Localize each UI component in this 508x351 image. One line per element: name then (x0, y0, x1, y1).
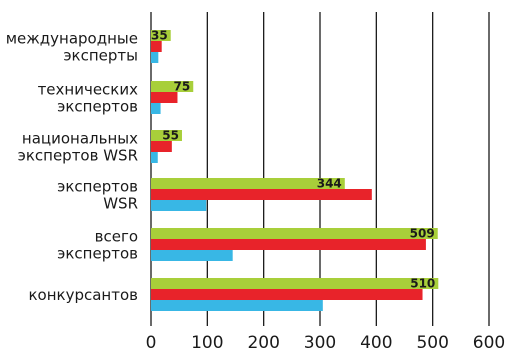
bar (151, 103, 161, 114)
data-label: 509 (410, 227, 435, 241)
bar (151, 92, 178, 103)
bar (151, 152, 158, 163)
x-tick-label: 600 (473, 333, 505, 351)
bar (151, 300, 323, 311)
bar (151, 278, 439, 289)
category-labels: международныеэкспертытехническихэксперто… (6, 30, 138, 305)
bar (151, 41, 162, 52)
data-label: 510 (410, 277, 435, 291)
category-label: всего (95, 228, 138, 246)
bar (151, 228, 438, 239)
bar (151, 239, 426, 250)
x-tick-label: 500 (416, 333, 448, 351)
x-tick-labels: 0 100 200 300 400 500 600 (146, 333, 506, 351)
bar (151, 130, 182, 141)
category-label: экспертов (57, 245, 138, 263)
data-label: 55 (162, 129, 179, 143)
category-label: экспертов (57, 98, 138, 116)
bar (151, 141, 172, 152)
bar (151, 30, 171, 41)
category-label: WSR (103, 195, 138, 213)
data-label: 35 (151, 29, 168, 43)
x-tick-label: 300 (304, 333, 336, 351)
category-label: национальных (22, 130, 138, 148)
category-label: экспертов (57, 178, 138, 196)
data-label: 75 (174, 80, 191, 94)
bar (151, 189, 372, 200)
data-label: 344 (317, 177, 342, 191)
x-tick-label: 0 (146, 333, 157, 351)
category-label: экспертов WSR (18, 147, 138, 165)
data-labels: 35 75 55 344 509 510 (151, 29, 435, 291)
category-label: конкурсантов (28, 286, 138, 304)
bar (151, 200, 207, 211)
x-tick-label: 100 (191, 333, 223, 351)
category-label: технических (38, 81, 139, 99)
category-label: международные (6, 30, 138, 48)
bar (151, 250, 233, 261)
bar (151, 81, 194, 92)
x-tick-label: 400 (360, 333, 392, 351)
bar (151, 178, 345, 189)
category-label: эксперты (63, 47, 138, 65)
bar (151, 52, 159, 63)
bar (151, 289, 423, 300)
x-tick-label: 200 (247, 333, 279, 351)
grid-lines (150, 12, 490, 326)
bars (151, 30, 439, 311)
